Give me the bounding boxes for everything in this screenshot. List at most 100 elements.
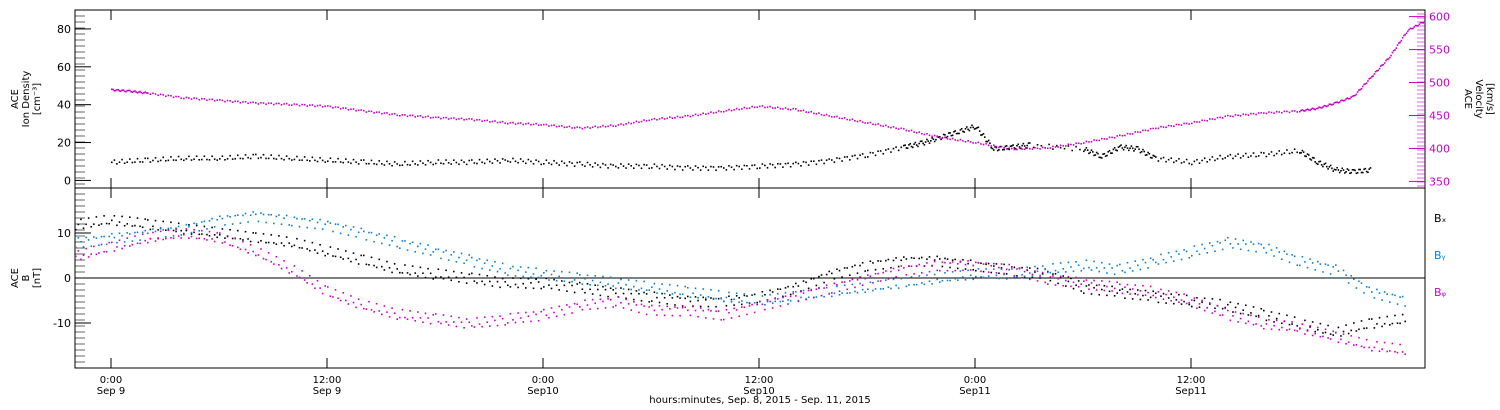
magnetic-field-point <box>1054 284 1057 286</box>
magnetic-field-point <box>671 293 674 295</box>
magnetic-field-point <box>208 234 211 237</box>
magnetic-field-point <box>746 301 748 304</box>
density-velocity-point <box>257 157 260 160</box>
density-velocity-point <box>1317 107 1319 110</box>
density-velocity-point <box>743 164 746 167</box>
magnetic-field-point <box>872 282 874 284</box>
density-velocity-point <box>208 98 211 101</box>
magnetic-field-ytick-label: 10 <box>57 227 71 240</box>
density-velocity-point <box>995 145 998 148</box>
magnetic-field-point <box>440 276 442 278</box>
density-velocity-point <box>455 161 458 164</box>
magnetic-field-point <box>1180 303 1183 305</box>
density-velocity-point <box>1113 147 1116 149</box>
magnetic-field-point <box>386 260 388 263</box>
density-velocity-point <box>851 155 854 157</box>
density-velocity-point <box>127 89 130 92</box>
density-velocity-point <box>1333 102 1336 104</box>
magnetic-field-point <box>1286 253 1288 255</box>
magnetic-field-point <box>1203 297 1206 300</box>
magnetic-field-point <box>604 284 607 287</box>
magnetic-field-point <box>1252 306 1255 308</box>
density-velocity-point <box>1013 148 1016 151</box>
magnetic-field-point <box>334 255 337 258</box>
magnetic-field-point <box>985 268 987 270</box>
density-velocity-point <box>1023 148 1026 151</box>
density-velocity-point <box>910 129 913 132</box>
magnetic-field-point <box>936 255 939 258</box>
magnetic-field-point <box>797 300 800 303</box>
magnetic-field-point <box>1347 332 1350 335</box>
density-velocity-point <box>1245 113 1247 116</box>
density-velocity-point <box>1185 158 1188 161</box>
magnetic-field-point <box>874 268 877 271</box>
magnetic-field-point <box>903 256 905 258</box>
magnetic-field-point <box>692 292 694 295</box>
magnetic-field-point <box>126 232 129 234</box>
xtick-time-label: 12:00 <box>745 375 774 386</box>
magnetic-field-point <box>1299 327 1301 329</box>
magnetic-field-point <box>630 288 633 291</box>
density-velocity-point <box>1376 70 1378 72</box>
density-velocity-point <box>293 103 296 105</box>
density-velocity-point <box>1191 163 1193 166</box>
density-velocity-point <box>1095 151 1098 154</box>
density-velocity-point <box>517 122 519 125</box>
density-velocity-point <box>1327 168 1329 170</box>
magnetic-field-point <box>872 289 874 292</box>
magnetic-field-point <box>815 288 818 291</box>
magnetic-field-point <box>885 279 887 281</box>
density-velocity-point <box>944 134 946 136</box>
magnetic-field-point <box>905 274 908 276</box>
magnetic-field-point <box>1268 318 1270 321</box>
magnetic-field-point <box>900 259 903 262</box>
density-velocity-point <box>909 143 912 145</box>
magnetic-field-point <box>1306 330 1309 332</box>
density-velocity-point <box>260 101 262 104</box>
magnetic-field-point <box>1098 283 1101 286</box>
magnetic-field-point <box>203 237 206 240</box>
density-velocity-point <box>784 107 787 109</box>
magnetic-field-point <box>576 283 579 285</box>
density-velocity-point <box>381 112 383 115</box>
density-velocity-point <box>1106 138 1108 140</box>
magnetic-field-point <box>509 267 512 270</box>
magnetic-field-point <box>620 287 622 289</box>
magnetic-field-point <box>401 272 404 274</box>
density-velocity-point <box>937 136 940 138</box>
density-velocity-point <box>499 162 501 164</box>
magnetic-field-point <box>828 270 831 273</box>
magnetic-field-point <box>1209 242 1211 244</box>
magnetic-field-point <box>381 242 383 245</box>
magnetic-field-point <box>1044 268 1047 271</box>
magnetic-field-point <box>337 297 339 300</box>
density-velocity-point <box>993 149 995 151</box>
magnetic-field-point <box>903 267 905 269</box>
density-velocity-point <box>201 97 203 100</box>
magnetic-field-point <box>946 269 949 272</box>
magnetic-field-point <box>769 289 771 292</box>
density-velocity-point <box>589 164 591 166</box>
density-velocity-point <box>481 120 483 123</box>
density-velocity-point <box>989 142 991 145</box>
magnetic-field-point <box>1101 280 1103 282</box>
magnetic-field-point <box>98 244 100 247</box>
magnetic-field-point <box>1381 325 1383 328</box>
magnetic-field-point <box>1345 274 1347 276</box>
magnetic-field-point <box>1319 322 1322 325</box>
density-velocity-point <box>669 116 671 118</box>
magnetic-field-point <box>365 263 368 266</box>
density-velocity-point <box>746 164 748 167</box>
magnetic-field-point <box>638 311 640 314</box>
magnetic-field-point <box>1059 262 1062 264</box>
density-velocity-point <box>1047 147 1049 150</box>
density-velocity-point <box>270 102 273 105</box>
magnetic-field-point <box>260 248 262 250</box>
density-velocity-point <box>396 163 399 165</box>
density-velocity-point <box>157 94 159 97</box>
density-velocity-point <box>694 113 697 116</box>
magnetic-field-point <box>877 280 879 282</box>
density-velocity-point <box>123 162 126 165</box>
density-velocity-point <box>964 127 967 130</box>
density-velocity-point <box>239 157 242 160</box>
